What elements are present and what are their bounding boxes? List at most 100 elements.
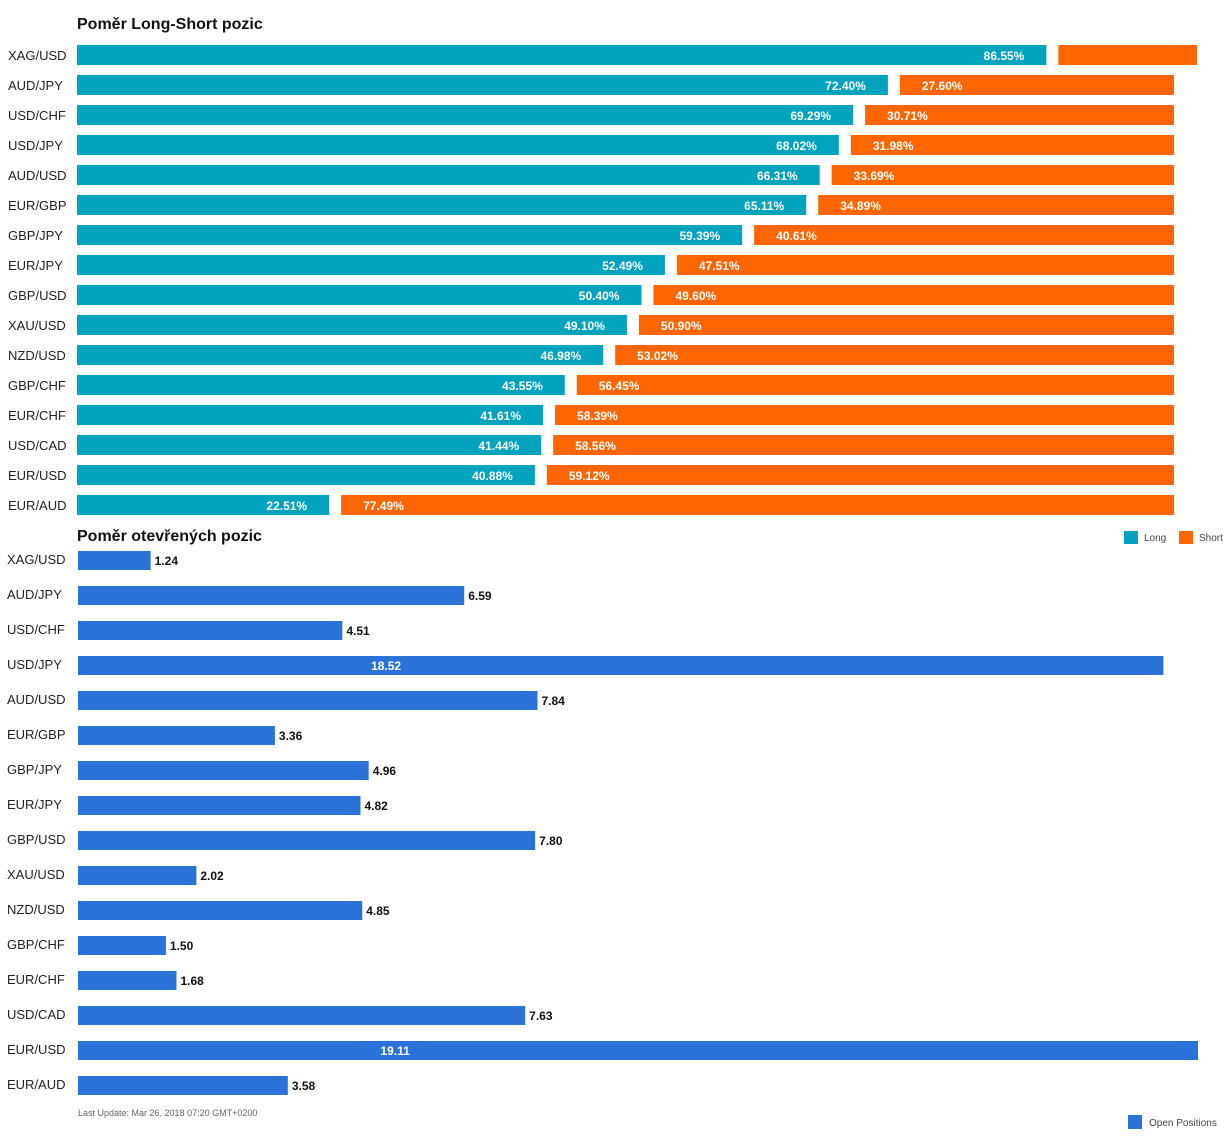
op-category-label-gbp-usd: GBP/USD [7,832,66,847]
op-category-label-xau-usd: XAU/USD [7,867,65,882]
short-label-gbp-chf: 56.45% [599,379,640,393]
short-label-xau-usd: 50.90% [661,319,702,333]
category-label-xag-usd: XAG/USD [8,48,67,63]
short-label-aud-jpy: 27.60% [922,79,963,93]
category-label-usd-jpy: USD/JPY [8,138,63,153]
short-label-usd-jpy: 31.98% [873,139,914,153]
long-bar-eur-usd [77,465,535,485]
open-bar-xau-usd [78,866,197,885]
open-bar-gbp-usd [78,831,536,850]
op-category-label-aud-usd: AUD/USD [7,692,66,707]
short-label-aud-usd: 33.69% [854,169,895,183]
open-label-usd-chf: 4.51 [346,624,370,638]
op-category-label-eur-gbp: EUR/GBP [7,727,66,742]
legend-swatch-short [1179,531,1193,544]
legend-label-short: Short [1199,533,1223,544]
open-label-gbp-jpy: 4.96 [373,764,397,778]
legend-swatch-long [1124,531,1138,544]
open-label-eur-gbp: 3.36 [279,729,303,743]
category-label-usd-chf: USD/CHF [8,108,66,123]
short-label-usd-cad: 58.56% [575,439,616,453]
open-bar-aud-jpy [78,586,465,605]
open-positions-chart-title: Poměr otevřených pozic [77,528,262,545]
category-label-gbp-jpy: GBP/JPY [8,228,63,243]
long-short-chart-title: Poměr Long-Short pozic [77,16,263,33]
open-bar-usd-cad [78,1006,526,1025]
category-label-gbp-chf: GBP/CHF [8,378,66,393]
short-bar-xau-usd [638,315,1174,335]
open-bar-eur-aud [78,1076,288,1095]
op-category-label-eur-jpy: EUR/JPY [7,797,62,812]
legend-label-long: Long [1144,533,1166,544]
legend-swatch-open-positions [1128,1115,1142,1129]
long-bar-gbp-chf [77,375,565,395]
short-label-eur-gbp: 34.89% [840,199,881,213]
long-label-usd-cad: 41.44% [478,439,519,453]
long-bar-xag-usd [77,45,1047,65]
open-bar-eur-gbp [78,726,275,745]
short-bar-gbp-usd [653,285,1174,305]
long-bar-eur-aud [77,495,330,515]
short-bar-eur-usd [546,465,1174,485]
op-category-label-eur-aud: EUR/AUD [7,1077,66,1092]
long-label-nzd-usd: 46.98% [540,349,581,363]
long-bar-gbp-usd [77,285,642,305]
category-label-usd-cad: USD/CAD [8,438,67,453]
short-label-eur-jpy: 47.51% [699,259,740,273]
category-label-aud-jpy: AUD/JPY [8,78,63,93]
open-label-eur-aud: 3.58 [292,1079,316,1093]
open-label-xag-usd: 1.24 [155,554,179,568]
open-bar-gbp-jpy [78,761,369,780]
long-bar-eur-jpy [77,255,665,275]
open-bar-eur-chf [78,971,177,990]
category-label-eur-usd: EUR/USD [8,468,67,483]
short-bar-nzd-usd [615,345,1174,365]
open-label-gbp-chf: 1.50 [170,939,194,953]
open-label-usd-cad: 7.63 [529,1009,553,1023]
long-label-aud-usd: 66.31% [757,169,798,183]
category-label-nzd-usd: NZD/USD [8,348,66,363]
open-label-eur-jpy: 4.82 [364,799,388,813]
op-category-label-eur-chf: EUR/CHF [7,972,65,987]
long-bar-usd-jpy [77,135,839,155]
long-label-eur-chf: 41.61% [480,409,521,423]
open-bar-eur-usd [78,1041,1198,1060]
long-label-eur-gbp: 65.11% [744,199,784,213]
long-label-usd-chf: 69.29% [790,109,831,123]
category-label-eur-aud: EUR/AUD [8,498,67,513]
short-label-nzd-usd: 53.02% [637,349,678,363]
long-bar-usd-chf [77,105,854,125]
category-label-eur-gbp: EUR/GBP [8,198,67,213]
short-bar-eur-aud [341,495,1174,515]
short-label-eur-usd: 59.12% [569,469,610,483]
category-label-eur-chf: EUR/CHF [8,408,66,423]
open-positions-legend: Open Positions [1128,1115,1217,1129]
op-category-label-usd-chf: USD/CHF [7,622,65,637]
short-bar-usd-jpy [850,135,1174,155]
short-bar-usd-cad [553,435,1174,455]
long-label-eur-jpy: 52.49% [602,259,643,273]
short-label-gbp-jpy: 40.61% [776,229,817,243]
long-short-legend: Long Short [1124,531,1223,544]
short-bar-eur-chf [555,405,1174,425]
long-short-bars: XAG/USD 86.55% AUD/JPY 72.40% 27.60% USD/CHF 6… [8,45,1197,515]
open-bar-usd-chf [78,621,343,640]
open-label-gbp-usd: 7.80 [539,834,563,848]
op-category-label-nzd-usd: NZD/USD [7,902,65,917]
short-bar-eur-jpy [676,255,1174,275]
long-label-eur-aud: 22.51% [266,499,307,513]
category-label-aud-usd: AUD/USD [8,168,67,183]
open-bar-gbp-chf [78,936,166,955]
open-label-aud-jpy: 6.59 [468,589,492,603]
open-bar-xag-usd [78,551,151,570]
short-bar-gbp-jpy [754,225,1174,245]
op-category-label-usd-cad: USD/CAD [7,1007,66,1022]
short-bar-xag-usd [1058,45,1197,65]
open-positions-bars: XAG/USD 1.24 AUD/JPY 6.59 USD/CHF 4.51 USD/JPY… [7,551,1198,1095]
short-bar-usd-chf [865,105,1174,125]
open-label-eur-usd: 19.11 [380,1044,410,1058]
short-bar-gbp-chf [576,375,1174,395]
long-label-xag-usd: 86.55% [984,49,1025,63]
open-bar-nzd-usd [78,901,363,920]
